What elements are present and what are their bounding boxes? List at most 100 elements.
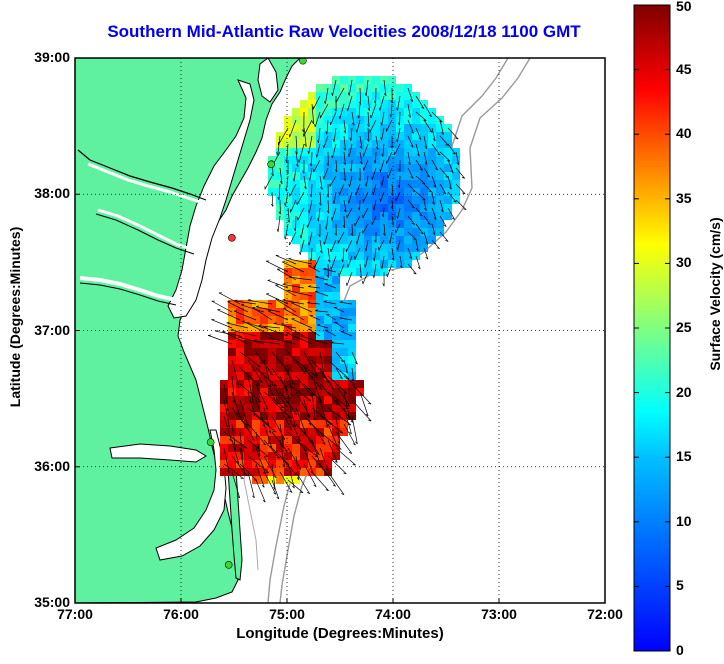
velocity-cell — [316, 420, 324, 428]
y-tick-label: 37:00 — [20, 322, 70, 338]
velocity-cell — [276, 428, 284, 436]
y-tick-label: 39:00 — [20, 49, 70, 65]
velocity-cell — [324, 396, 332, 404]
radar-station-marker — [228, 234, 235, 241]
velocity-cell — [356, 76, 364, 84]
colorbar-tick-label: 25 — [676, 319, 692, 335]
velocity-cell — [268, 356, 276, 364]
velocity-cell — [412, 196, 420, 204]
velocity-cell — [364, 244, 372, 252]
velocity-cell — [300, 100, 308, 108]
velocity-cell — [348, 116, 356, 124]
velocity-cell — [396, 100, 404, 108]
velocity-cell — [308, 92, 316, 100]
velocity-cell — [412, 180, 420, 188]
velocity-cell — [356, 156, 364, 164]
colorbar-tick-label: 5 — [676, 577, 684, 593]
velocity-cell — [348, 388, 356, 396]
velocity-cell — [340, 140, 348, 148]
velocity-cell — [284, 356, 292, 364]
colorbar-tick-label: 45 — [676, 61, 692, 77]
velocity-cell — [308, 428, 316, 436]
colorbar-tick-label: 20 — [676, 384, 692, 400]
velocity-cell — [252, 372, 260, 380]
velocity-cell — [220, 436, 228, 444]
colorbar-tick-label: 0 — [676, 642, 684, 658]
velocity-cell — [404, 220, 412, 228]
velocity-cell — [292, 284, 300, 292]
velocity-cell — [364, 100, 372, 108]
colorbar-tick-label: 40 — [676, 125, 692, 141]
velocity-cell — [268, 308, 276, 316]
y-tick-label: 35:00 — [20, 594, 70, 610]
velocity-cell — [268, 340, 276, 348]
velocity-cell — [436, 156, 444, 164]
velocity-cell — [308, 236, 316, 244]
velocity-cell — [412, 100, 420, 108]
velocity-cell — [348, 132, 356, 140]
velocity-cell — [324, 348, 332, 356]
velocity-cell — [236, 468, 244, 476]
velocity-cell — [292, 300, 300, 308]
velocity-cell — [220, 404, 228, 412]
colorbar-tick-label: 30 — [676, 254, 692, 270]
velocity-cell — [356, 268, 364, 276]
velocity-cell — [396, 84, 404, 92]
velocity-cell — [308, 140, 316, 148]
x-tick-label: 72:00 — [583, 606, 627, 622]
velocity-cell — [380, 84, 388, 92]
velocity-cell — [348, 148, 356, 156]
velocity-cell — [236, 356, 244, 364]
velocity-cell — [396, 260, 404, 268]
velocity-cell — [420, 172, 428, 180]
velocity-cell — [260, 300, 268, 308]
velocity-arrow-head — [315, 291, 318, 292]
velocity-cell — [316, 84, 324, 92]
velocity-cell — [404, 156, 412, 164]
velocity-cell — [412, 116, 420, 124]
velocity-cell — [332, 276, 340, 284]
velocity-cell — [404, 204, 412, 212]
y-tick-label: 38:00 — [20, 185, 70, 201]
velocity-cell — [340, 348, 348, 356]
radar-station-marker — [207, 439, 214, 446]
velocity-cell — [332, 84, 340, 92]
colorbar-tick-label: 35 — [676, 190, 692, 206]
velocity-cell — [220, 468, 228, 476]
velocity-cell — [412, 244, 420, 252]
velocity-cell — [244, 364, 252, 372]
velocity-cell — [276, 300, 284, 308]
velocity-cell — [244, 348, 252, 356]
velocity-cell — [276, 140, 284, 148]
velocity-cell — [380, 148, 388, 156]
y-tick-label: 36:00 — [20, 458, 70, 474]
velocity-cell — [404, 188, 412, 196]
velocity-cell — [420, 220, 428, 228]
velocity-cell — [396, 132, 404, 140]
velocity-cell — [252, 420, 260, 428]
velocity-cell — [300, 180, 308, 188]
velocity-cell — [292, 156, 300, 164]
velocity-cell — [340, 300, 348, 308]
velocity-cell — [308, 300, 316, 308]
velocity-cell — [292, 204, 300, 212]
velocity-cell — [284, 228, 292, 236]
velocity-cell — [228, 412, 236, 420]
velocity-cell — [420, 204, 428, 212]
velocity-cell — [324, 92, 332, 100]
velocity-cell — [452, 172, 460, 180]
velocity-cell — [372, 76, 380, 84]
velocity-cell — [292, 268, 300, 276]
velocity-cell — [356, 140, 364, 148]
velocity-cell — [276, 380, 284, 388]
velocity-cell — [260, 348, 268, 356]
velocity-cell — [404, 124, 412, 132]
y-axis-label: Latitude (Degrees:Minutes) — [7, 202, 23, 432]
velocity-cell — [276, 172, 284, 180]
chart-title: Southern Mid-Atlantic Raw Velocities 200… — [64, 22, 624, 42]
x-tick-label: 76:00 — [159, 606, 203, 622]
velocity-cell — [332, 340, 340, 348]
velocity-cell — [428, 116, 436, 124]
velocity-cell — [380, 164, 388, 172]
colorbar — [634, 5, 670, 651]
